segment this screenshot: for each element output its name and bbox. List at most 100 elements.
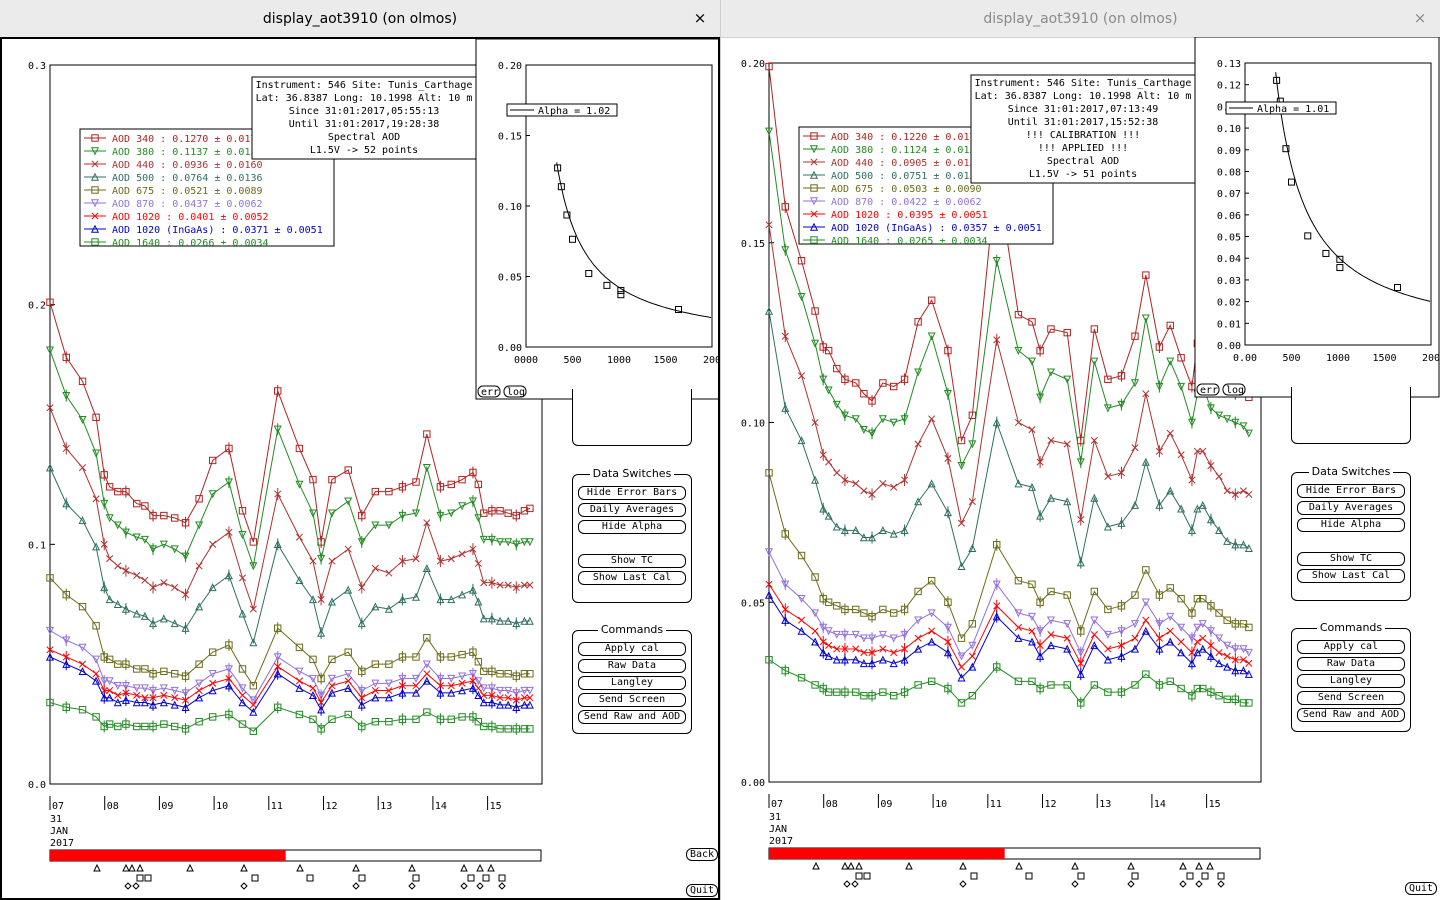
data-point <box>1131 681 1139 689</box>
data-point <box>1231 695 1240 704</box>
data-point <box>1231 645 1240 654</box>
data-point <box>412 682 420 690</box>
window-titlebar[interactable]: display_aot3910 (on olmos) × <box>721 0 1440 38</box>
langley-button[interactable]: Langley <box>578 676 686 690</box>
data-point <box>487 698 496 707</box>
apply-cal-button[interactable]: Apply cal <box>1297 640 1405 654</box>
show-last-cal-button[interactable]: Show Last Cal <box>578 571 686 585</box>
data-point <box>371 521 380 530</box>
hide-alpha-button[interactable]: Hide Alpha <box>578 520 686 534</box>
legend-entry: AOD 675 : 0.0521 ± 0.0089 <box>112 186 263 197</box>
inset-y-tick-label: 0.12 <box>1217 81 1241 92</box>
data-point <box>447 480 455 489</box>
data-point <box>423 430 431 438</box>
y-tick-label: 0.0 <box>28 780 46 791</box>
data-point <box>520 700 529 709</box>
data-point <box>133 571 141 580</box>
data-point <box>344 545 352 553</box>
data-point <box>238 507 247 515</box>
data-point <box>1047 681 1055 689</box>
data-point <box>860 609 868 617</box>
data-point <box>900 605 909 614</box>
data-point <box>1117 651 1126 660</box>
data-point <box>308 674 317 683</box>
window-right: display_aot3910 (on olmos) × 0.00 0.05 0.1… <box>720 0 1440 900</box>
apply-cal-button[interactable]: Apply cal <box>578 642 686 656</box>
series-line <box>768 310 1250 568</box>
data-point <box>357 700 366 709</box>
data-point <box>1090 616 1099 625</box>
err-button <box>1196 383 1220 396</box>
data-point <box>141 502 149 510</box>
data-point <box>504 581 512 589</box>
close-icon[interactable]: × <box>693 9 707 27</box>
data-point <box>238 531 247 540</box>
data-point <box>249 562 258 571</box>
data-point <box>526 504 534 513</box>
data-point <box>423 634 431 642</box>
data-point <box>385 487 393 496</box>
data-point <box>825 458 833 466</box>
data-point <box>327 509 336 518</box>
data-point <box>468 670 477 679</box>
data-point <box>512 583 520 592</box>
show-tc-button[interactable]: Show TC <box>578 554 686 568</box>
daily-averages-button[interactable]: Daily Averages <box>578 503 686 517</box>
data-point <box>114 691 122 699</box>
info-line: !!! APPLIED !!! <box>1038 143 1128 154</box>
show-last-cal-button[interactable]: Show Last Cal <box>1297 569 1405 583</box>
send-screen-button[interactable]: Send Screen <box>1297 691 1405 705</box>
send-raw-aod-button[interactable]: Send Raw and AOD <box>1297 708 1405 722</box>
window-titlebar[interactable]: display_aot3910 (on olmos) × <box>0 0 720 38</box>
data-point <box>944 684 952 693</box>
data-point <box>1166 612 1175 621</box>
data-point <box>132 698 141 707</box>
hide-alpha-button[interactable]: Hide Alpha <box>1297 518 1405 532</box>
data-point <box>1063 644 1072 653</box>
data-point <box>1131 332 1139 340</box>
show-tc-button[interactable]: Show TC <box>1297 552 1405 566</box>
day-diamond-icon <box>1179 880 1187 888</box>
data-point <box>1090 325 1099 333</box>
data-point <box>488 507 496 515</box>
data-point <box>317 705 326 714</box>
data-point <box>249 605 257 613</box>
date-label: 31 <box>50 814 62 825</box>
day-square-icon <box>482 874 490 882</box>
data-point <box>344 670 353 679</box>
legend-marker <box>809 170 819 179</box>
daily-averages-button[interactable]: Daily Averages <box>1297 501 1405 515</box>
data-point <box>195 562 203 570</box>
langley-button[interactable]: Langley <box>1297 674 1405 688</box>
commands-panel: Commands Apply cal Raw Data Langley Send… <box>1291 621 1411 732</box>
data-point <box>927 609 936 618</box>
day-diamond-icon <box>1217 880 1225 888</box>
send-screen-button[interactable]: Send Screen <box>578 693 686 707</box>
close-icon[interactable]: × <box>1413 9 1427 27</box>
data-point <box>1215 472 1223 480</box>
series-6 <box>765 580 1253 671</box>
quit-button[interactable]: Quit <box>1405 882 1438 895</box>
series-1 <box>45 346 534 571</box>
data-point <box>504 700 513 709</box>
x-tick-label: 14 <box>1154 799 1166 810</box>
quit-button[interactable]: Quit <box>686 884 719 897</box>
send-raw-aod-button[interactable]: Send Raw and AOD <box>578 710 686 724</box>
series-line <box>768 551 1250 658</box>
raw-data-button[interactable]: Raw Data <box>578 659 686 673</box>
series-3 <box>45 463 534 647</box>
data-point <box>901 645 909 653</box>
data-point <box>1231 490 1239 498</box>
data-point <box>520 507 529 515</box>
hide-error-bars-button[interactable]: Hide Error Bars <box>578 486 686 500</box>
data-point <box>811 609 820 618</box>
hide-error-bars-button[interactable]: Hide Error Bars <box>1297 484 1405 498</box>
data-point <box>1193 638 1201 646</box>
raw-data-button[interactable]: Raw Data <box>1297 657 1405 671</box>
back-button[interactable]: Back <box>686 848 719 861</box>
data-point <box>398 595 407 604</box>
data-point <box>113 682 122 691</box>
data-point <box>1141 598 1150 607</box>
data-point <box>841 375 849 384</box>
data-point <box>1206 651 1215 660</box>
